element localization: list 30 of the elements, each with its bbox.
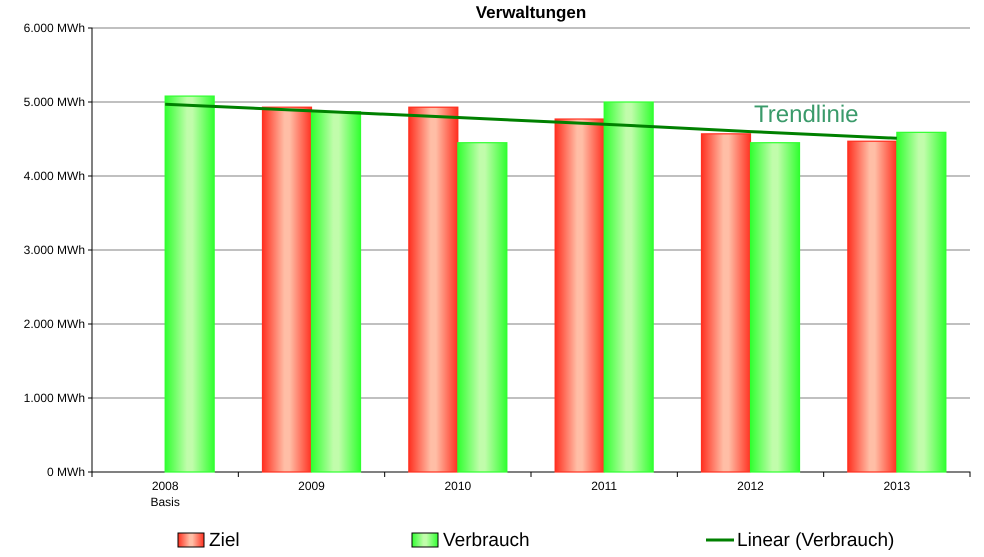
y-tick-label: 3.000 MWh (24, 242, 85, 257)
bar (847, 140, 898, 473)
x-tick-label: 2010 (444, 479, 472, 493)
y-tick-label: 1.000 MWh (24, 390, 85, 405)
x-tick-label: 2013 (883, 479, 911, 493)
annotation: Trendlinie (754, 101, 858, 128)
x-tick-label: 2012 (737, 479, 764, 493)
bar (700, 133, 752, 473)
bar (604, 101, 654, 473)
x-tick-label: 2011 (591, 479, 618, 493)
bar (457, 142, 508, 473)
bar (408, 106, 458, 473)
y-tick-label: 6.000 MWh (24, 20, 85, 35)
chart-title: Verwaltungen (476, 3, 586, 22)
bar (262, 106, 312, 473)
x-tick-label: 2009 (298, 479, 326, 493)
legend-label: Verbrauch (443, 530, 530, 551)
bar (554, 118, 605, 473)
bar (896, 132, 946, 473)
legend-label: Ziel (209, 530, 240, 551)
x-tick-label: 2008 Basis (150, 479, 180, 509)
line-series (164, 102, 898, 140)
bar (750, 142, 800, 473)
y-tick-label: 4.000 MWh (24, 168, 85, 183)
bar (164, 95, 215, 473)
y-tick-label: 0 MWh (46, 464, 85, 479)
legend-label: Linear (Verbrauch) (737, 530, 894, 551)
y-tick-label: 2.000 MWh (24, 316, 85, 331)
y-tick-label: 5.000 MWh (24, 94, 85, 109)
bar (310, 111, 362, 473)
